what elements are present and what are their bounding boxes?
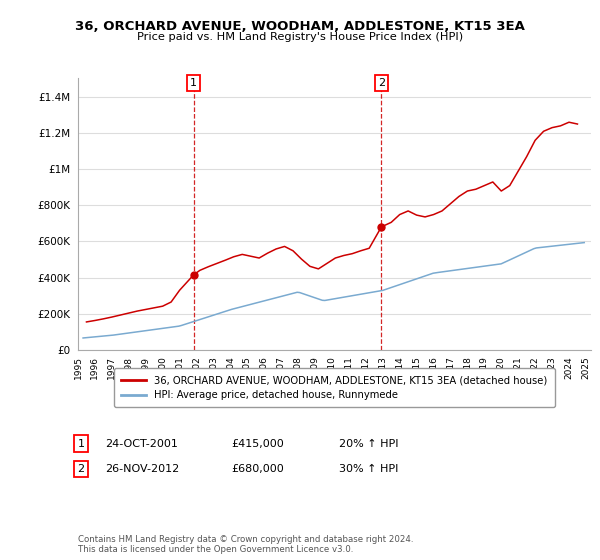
Text: Price paid vs. HM Land Registry's House Price Index (HPI): Price paid vs. HM Land Registry's House … [137,32,463,43]
Text: 24-OCT-2001: 24-OCT-2001 [105,438,178,449]
Text: 26-NOV-2012: 26-NOV-2012 [105,464,179,474]
Text: 36, ORCHARD AVENUE, WOODHAM, ADDLESTONE, KT15 3EA: 36, ORCHARD AVENUE, WOODHAM, ADDLESTONE,… [75,20,525,32]
Text: 30% ↑ HPI: 30% ↑ HPI [339,464,398,474]
Text: 2: 2 [77,464,85,474]
Legend: 36, ORCHARD AVENUE, WOODHAM, ADDLESTONE, KT15 3EA (detached house), HPI: Average: 36, ORCHARD AVENUE, WOODHAM, ADDLESTONE,… [115,368,554,407]
Text: £680,000: £680,000 [231,464,284,474]
Text: 2: 2 [378,78,385,88]
Text: 1: 1 [190,78,197,88]
Text: 20% ↑ HPI: 20% ↑ HPI [339,438,398,449]
Text: £415,000: £415,000 [231,438,284,449]
Text: 1: 1 [77,438,85,449]
Text: Contains HM Land Registry data © Crown copyright and database right 2024.
This d: Contains HM Land Registry data © Crown c… [78,535,413,554]
